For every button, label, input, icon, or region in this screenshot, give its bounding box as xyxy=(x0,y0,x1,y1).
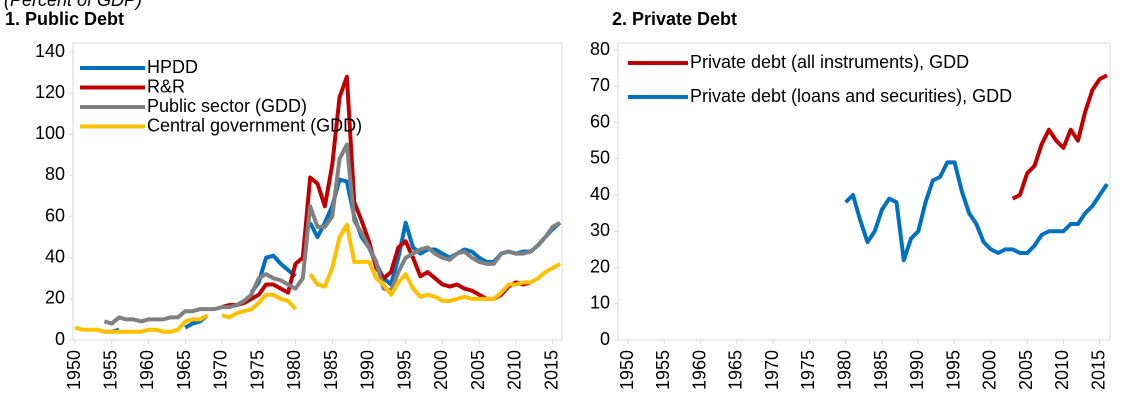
line-series xyxy=(221,292,297,320)
x-tick-label: 2015 xyxy=(541,350,561,390)
x-tick-label: 2005 xyxy=(1016,350,1036,390)
x-tick-label: 1950 xyxy=(617,350,637,390)
y-tick-label: 60 xyxy=(590,111,610,131)
x-tick-label: 1970 xyxy=(762,350,782,390)
x-tick-label: 1950 xyxy=(64,350,84,390)
y-tick-label: 0 xyxy=(55,329,65,349)
legend-label: HPDD xyxy=(147,57,198,77)
y-tick-label: 120 xyxy=(35,82,65,102)
y-tick-label: 20 xyxy=(590,256,610,276)
y-tick-label: 80 xyxy=(45,164,65,184)
x-tick-label: 1965 xyxy=(726,350,746,390)
y-tick-label: 10 xyxy=(590,293,610,313)
y-tick-label: 20 xyxy=(45,288,65,308)
x-tick-label: 2010 xyxy=(505,350,525,390)
x-tick-label: 1965 xyxy=(174,350,194,390)
y-tick-label: 0 xyxy=(600,329,610,349)
x-tick-label: 2015 xyxy=(1088,350,1108,390)
chart-title: 1. Public Debt xyxy=(5,9,124,29)
x-tick-label: 1970 xyxy=(211,350,231,390)
chart-subtitle: (Percent of GDP) xyxy=(4,0,142,10)
y-tick-label: 60 xyxy=(45,205,65,225)
x-tick-label: 2005 xyxy=(468,350,488,390)
legend-label: Private debt (loans and securities), GDD xyxy=(690,86,1012,106)
x-tick-label: 1955 xyxy=(653,350,673,390)
y-tick-label: 40 xyxy=(45,246,65,266)
x-tick-label: 1980 xyxy=(834,350,854,390)
y-tick-label: 50 xyxy=(590,148,610,168)
x-tick-label: 2010 xyxy=(1052,350,1072,390)
y-tick-label: 140 xyxy=(35,41,65,61)
x-tick-label: 1975 xyxy=(798,350,818,390)
line-series xyxy=(103,142,561,326)
line-series xyxy=(74,313,209,334)
x-tick-label: 1995 xyxy=(943,350,963,390)
y-tick-label: 100 xyxy=(35,123,65,143)
x-tick-label: 1985 xyxy=(321,350,341,390)
y-tick-label: 40 xyxy=(590,184,610,204)
plot-frame xyxy=(72,42,563,341)
x-tick-label: 1995 xyxy=(394,350,414,390)
y-tick-label: 30 xyxy=(590,220,610,240)
x-tick-label: 1985 xyxy=(871,350,891,390)
x-tick-label: 1960 xyxy=(137,350,157,390)
legend-label: R&R xyxy=(147,76,185,96)
plot-frame xyxy=(617,42,1111,341)
x-tick-label: 2000 xyxy=(980,350,1000,390)
x-tick-label: 1990 xyxy=(907,350,927,390)
x-tick-label: 1955 xyxy=(100,350,120,390)
x-tick-label: 1975 xyxy=(247,350,267,390)
legend-label: Central government (GDD) xyxy=(147,115,362,135)
x-tick-label: 2000 xyxy=(431,350,451,390)
x-tick-label: 1980 xyxy=(284,350,304,390)
y-tick-label: 70 xyxy=(590,75,610,95)
legend-label: Private debt (all instruments), GDD xyxy=(690,52,969,72)
legend-label: Public sector (GDD) xyxy=(147,96,307,116)
chart-title: 2. Private Debt xyxy=(612,9,737,29)
x-tick-label: 1990 xyxy=(358,350,378,390)
line-series xyxy=(1011,73,1108,201)
x-tick-label: 1960 xyxy=(689,350,709,390)
line-series xyxy=(308,222,561,303)
y-tick-label: 80 xyxy=(590,39,610,59)
line-series xyxy=(844,160,1109,263)
